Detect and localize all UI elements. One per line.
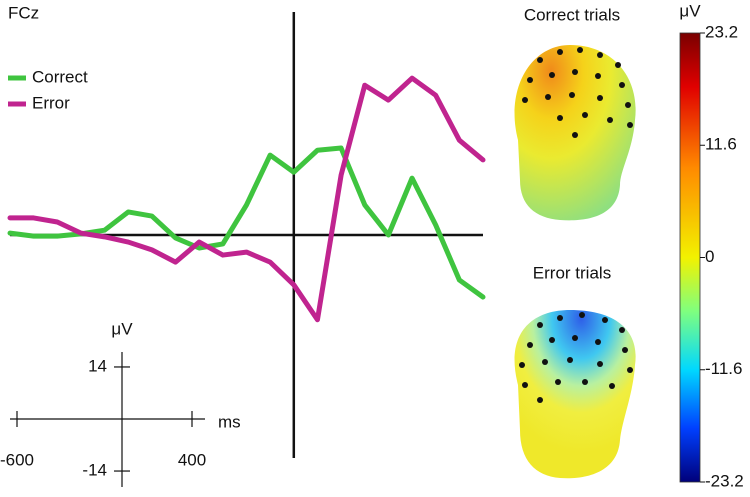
colorbar-tick-label: 11.6	[705, 135, 737, 154]
scale-y-tick-label: -14	[82, 461, 107, 480]
colorbar-label: μV	[679, 1, 701, 20]
series-line	[7, 75, 486, 323]
scale-y-label: μV	[111, 319, 133, 338]
colorbar-tick-label: -11.6	[705, 359, 743, 378]
topography-title: Error trials	[533, 263, 611, 282]
colorbar	[679, 32, 701, 483]
head-error	[514, 310, 636, 479]
series-line	[7, 145, 486, 300]
scale-x-tick-label: -600	[0, 450, 34, 469]
chart-title: FCz	[8, 3, 39, 22]
colorbar-tick-label: 0	[705, 247, 714, 266]
scale-y-tick-label: 14	[88, 356, 107, 375]
electrodes	[519, 47, 633, 403]
topography-title: Correct trials	[524, 5, 620, 24]
scale-x-tick-label: 400	[178, 450, 206, 469]
legend-label: Correct	[32, 67, 88, 86]
topographies	[514, 32, 701, 483]
legend-label: Error	[32, 93, 70, 112]
colorbar-tick-label: -23.2	[705, 471, 744, 490]
scale-x-label: ms	[218, 412, 241, 431]
colorbar-tick-label: 23.2	[705, 22, 738, 41]
